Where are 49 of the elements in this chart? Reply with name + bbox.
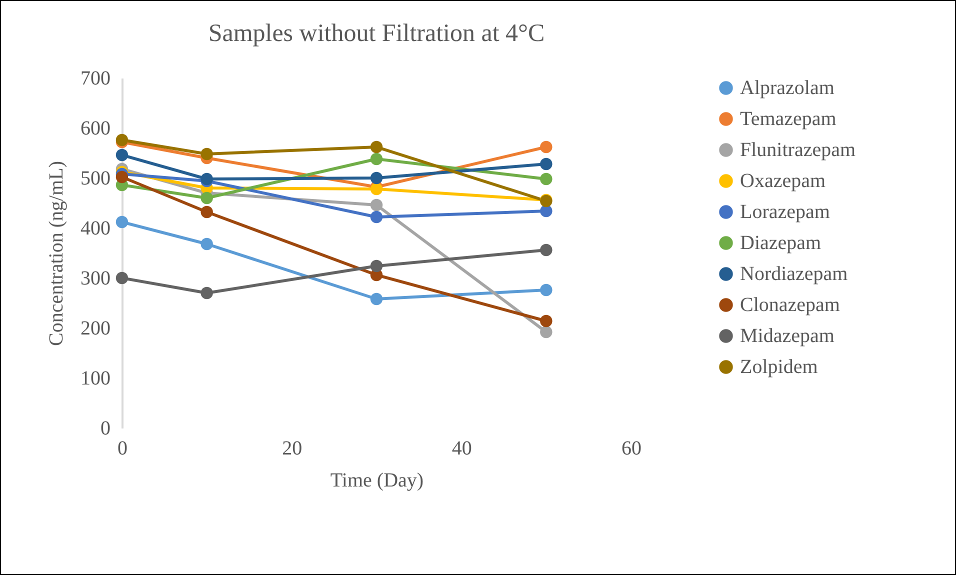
point	[540, 244, 552, 256]
point	[370, 260, 383, 272]
point	[200, 192, 213, 204]
point	[200, 286, 213, 300]
y-tick-label: 200	[80, 318, 110, 340]
legend-label: Oxazepam	[740, 170, 826, 192]
point	[116, 272, 128, 284]
y-tick-label: 500	[80, 168, 110, 190]
chart-title: Samples without Filtration at 4°C	[208, 20, 545, 47]
x-tick-label: 40	[452, 438, 472, 460]
legend-label: Flunitrazepam	[740, 139, 856, 161]
y-tick-label: 600	[80, 118, 110, 140]
y-tick-label: 400	[80, 218, 110, 240]
y-tick-label: 300	[80, 268, 110, 290]
y-axis-title: Concentration (ng/mL)	[46, 161, 68, 346]
legend-label: Nordiazepam	[740, 263, 848, 285]
x-tick-label: 0	[118, 438, 128, 460]
point	[370, 140, 383, 154]
legend-label: Clonazepam	[740, 294, 840, 316]
point	[200, 148, 213, 160]
point	[540, 326, 552, 338]
legend-label: Temazepam	[740, 108, 837, 130]
point	[116, 170, 128, 184]
point	[370, 292, 383, 306]
point	[200, 206, 213, 218]
point	[540, 140, 552, 154]
point	[540, 204, 552, 218]
point	[540, 158, 552, 170]
legend-label: Diazepam	[740, 232, 822, 254]
legend-label: Lorazepam	[740, 201, 830, 223]
point	[540, 284, 552, 296]
point	[370, 198, 383, 212]
x-tick-label: 20	[282, 438, 302, 460]
point	[370, 172, 383, 184]
x-axis-title: Time (Day)	[330, 470, 424, 492]
x-tick-label: 60	[622, 438, 642, 460]
point	[116, 216, 128, 228]
point	[540, 172, 552, 186]
point	[200, 238, 213, 250]
point	[370, 210, 383, 224]
legend-label: Zolpidem	[740, 356, 818, 378]
y-tick-label: 0	[100, 418, 110, 440]
point	[370, 152, 383, 166]
legend-label: Midazepam	[740, 325, 835, 347]
point	[540, 314, 552, 328]
y-tick-label: 700	[80, 68, 110, 90]
y-tick-label: 100	[80, 368, 110, 390]
point	[116, 148, 128, 162]
legend-label: Alprazolam	[740, 77, 835, 99]
